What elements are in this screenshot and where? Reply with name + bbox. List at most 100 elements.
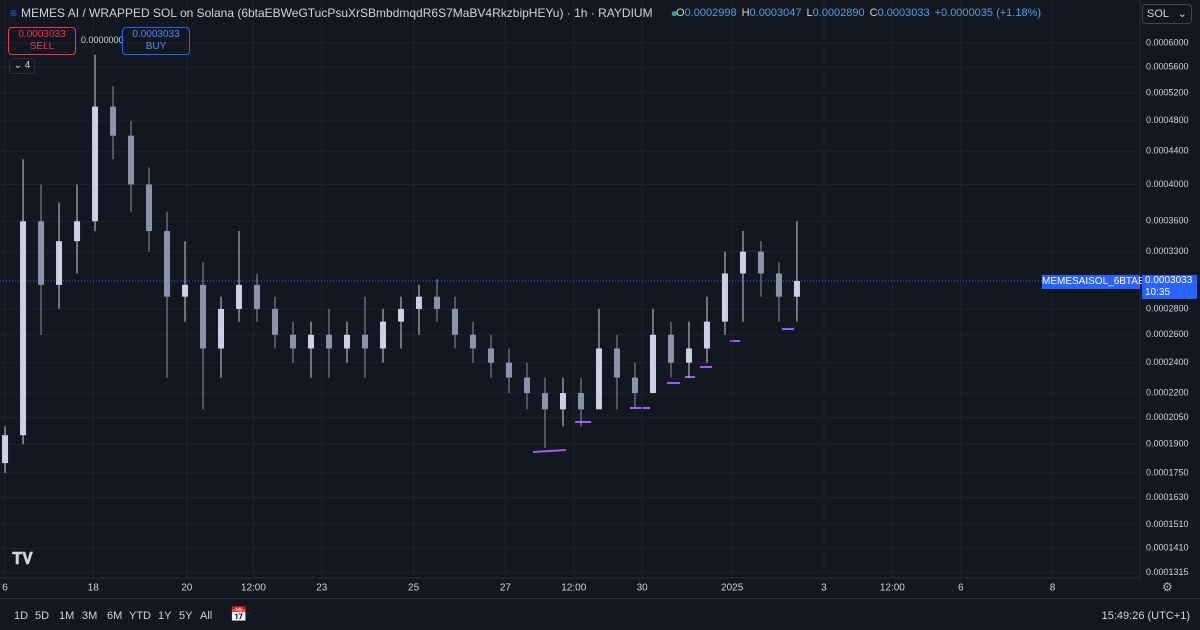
y-tick-label: 0.0002200 [1146, 387, 1189, 397]
candle-body [344, 334, 351, 349]
countdown: 10:35 [1145, 287, 1171, 298]
ohlc-value: 0.0003033 [877, 7, 930, 19]
x-tick-label: 12:00 [880, 583, 905, 594]
candle-body [595, 348, 602, 410]
candle-body [487, 348, 494, 363]
ohlc-item: C0.0003033 [870, 7, 930, 19]
timeframe-button[interactable]: 3M [82, 610, 98, 622]
y-tick-label: 0.0002050 [1146, 412, 1189, 422]
currency-select[interactable]: SOL ⌄ [1142, 4, 1192, 24]
candle-body [20, 221, 27, 436]
y-tick-label: 0.0003600 [1146, 216, 1189, 226]
header: ≡ MEMES AI / WRAPPED SOL on Solana (6bta… [10, 6, 678, 20]
grid [0, 0, 1140, 578]
candle-body [721, 273, 728, 322]
menu-icon[interactable]: ≡ [10, 6, 18, 20]
currency: SOL [1147, 8, 1170, 20]
ohlc-value: 0.0003047 [749, 7, 802, 19]
candle-body [290, 334, 297, 349]
sell-price: 0.0003033 [18, 29, 66, 40]
candle-body [182, 284, 189, 297]
buy-label: BUY [145, 41, 167, 52]
y-tick-label: 0.0002400 [1146, 357, 1189, 367]
candle-body [631, 377, 638, 394]
candle-body [74, 221, 81, 242]
timeframe-button[interactable]: 1Y [158, 610, 172, 622]
candle-body [56, 241, 63, 285]
y-tick-label: 0.0005200 [1146, 87, 1189, 97]
change: +0.0000035 (+1.18%) [934, 7, 1042, 19]
y-tick-label: 0.0001630 [1146, 492, 1189, 502]
buy-button[interactable]: 0.0003033 BUY [122, 27, 190, 55]
timeframe-button[interactable]: YTD [129, 610, 151, 622]
timeframe-button[interactable]: 5D [35, 610, 50, 622]
y-tick-label: 0.0004000 [1146, 179, 1189, 189]
candle-body [397, 308, 404, 322]
x-tick-label: 6 [2, 583, 8, 594]
candle-body [649, 334, 656, 394]
candle-body [541, 393, 548, 410]
x-tick-label: 12:00 [561, 583, 586, 594]
candle-body [308, 334, 315, 349]
x-tick-label: 20 [181, 583, 193, 594]
spread: 0.0000000 [81, 35, 124, 45]
candle-body [703, 321, 710, 349]
candle-body [146, 184, 153, 232]
candle-body [110, 106, 117, 136]
candle-body [667, 334, 674, 363]
x-tick-label: 6 [958, 583, 964, 594]
candle-body [2, 435, 9, 464]
candle-body [272, 308, 279, 335]
timeframe-button[interactable]: All [200, 610, 213, 622]
settings-icon[interactable]: ⚙ [1162, 580, 1173, 594]
candle-body [739, 251, 746, 274]
candle-body [218, 308, 225, 349]
x-tick-label: 25 [408, 583, 420, 594]
candle-body [379, 321, 386, 349]
price-tag: 0.0003033 10:35 [1142, 275, 1197, 299]
timeframe-button[interactable]: 1M [59, 610, 75, 622]
x-tick-label: 3 [821, 583, 827, 594]
buy-price: 0.0003033 [132, 29, 180, 40]
support-lines [532, 328, 794, 453]
candle-body [433, 296, 440, 309]
candle-body [577, 393, 584, 410]
y-tick-label: 0.0001510 [1146, 519, 1189, 529]
date-range-icon[interactable]: 📅 [230, 606, 248, 622]
candle-body [793, 281, 800, 297]
price-tag-price: 0.0003033 [1145, 275, 1193, 286]
x-tick-label: 30 [637, 583, 649, 594]
ohlc-item: H0.0003047 [742, 7, 802, 19]
candle-body [613, 348, 620, 378]
y-tick-label: 0.0004800 [1146, 115, 1189, 125]
candle-body [236, 284, 243, 309]
candle-body [92, 106, 99, 222]
indicators-toggle[interactable]: ⌄ 4 [9, 58, 35, 74]
candle-body [775, 273, 782, 297]
logo: 𝐓𝐕 [12, 551, 33, 568]
timeframe-button[interactable]: 5Y [179, 610, 193, 622]
x-tick-label: 18 [88, 583, 100, 594]
ohlc-legend: O0.0002998 H0.0003047 L0.0002890 C0.0003033… [676, 7, 1041, 19]
symbol-title: MEMES AI / WRAPPED SOL on Solana (6btaEB… [21, 6, 653, 20]
sell-label: SELL [29, 41, 55, 52]
ohlc-value: 0.0002998 [684, 7, 737, 19]
ohlc-item: O0.0002998 [676, 7, 737, 19]
y-tick-label: 0.0001750 [1146, 467, 1189, 477]
y-tick-label: 0.0005600 [1146, 61, 1189, 71]
ohlc-value: 0.0002890 [812, 7, 865, 19]
timeframe-button[interactable]: 1D [14, 610, 29, 622]
candle-body [254, 284, 261, 309]
candle-body [505, 362, 512, 378]
x-tick-label: 27 [500, 583, 512, 594]
clock: 15:49:26 (UTC+1) [1101, 610, 1190, 622]
status-dot: ● [670, 6, 678, 20]
sell-button[interactable]: 0.0003033 SELL [8, 27, 76, 55]
y-tick-label: 0.0001315 [1146, 567, 1189, 577]
candle-body [523, 377, 530, 394]
indicator-count: 4 [24, 60, 31, 71]
ohlc-label: O [676, 7, 685, 19]
candle-body [415, 296, 422, 309]
timeframe-button[interactable]: 6M [107, 610, 123, 622]
